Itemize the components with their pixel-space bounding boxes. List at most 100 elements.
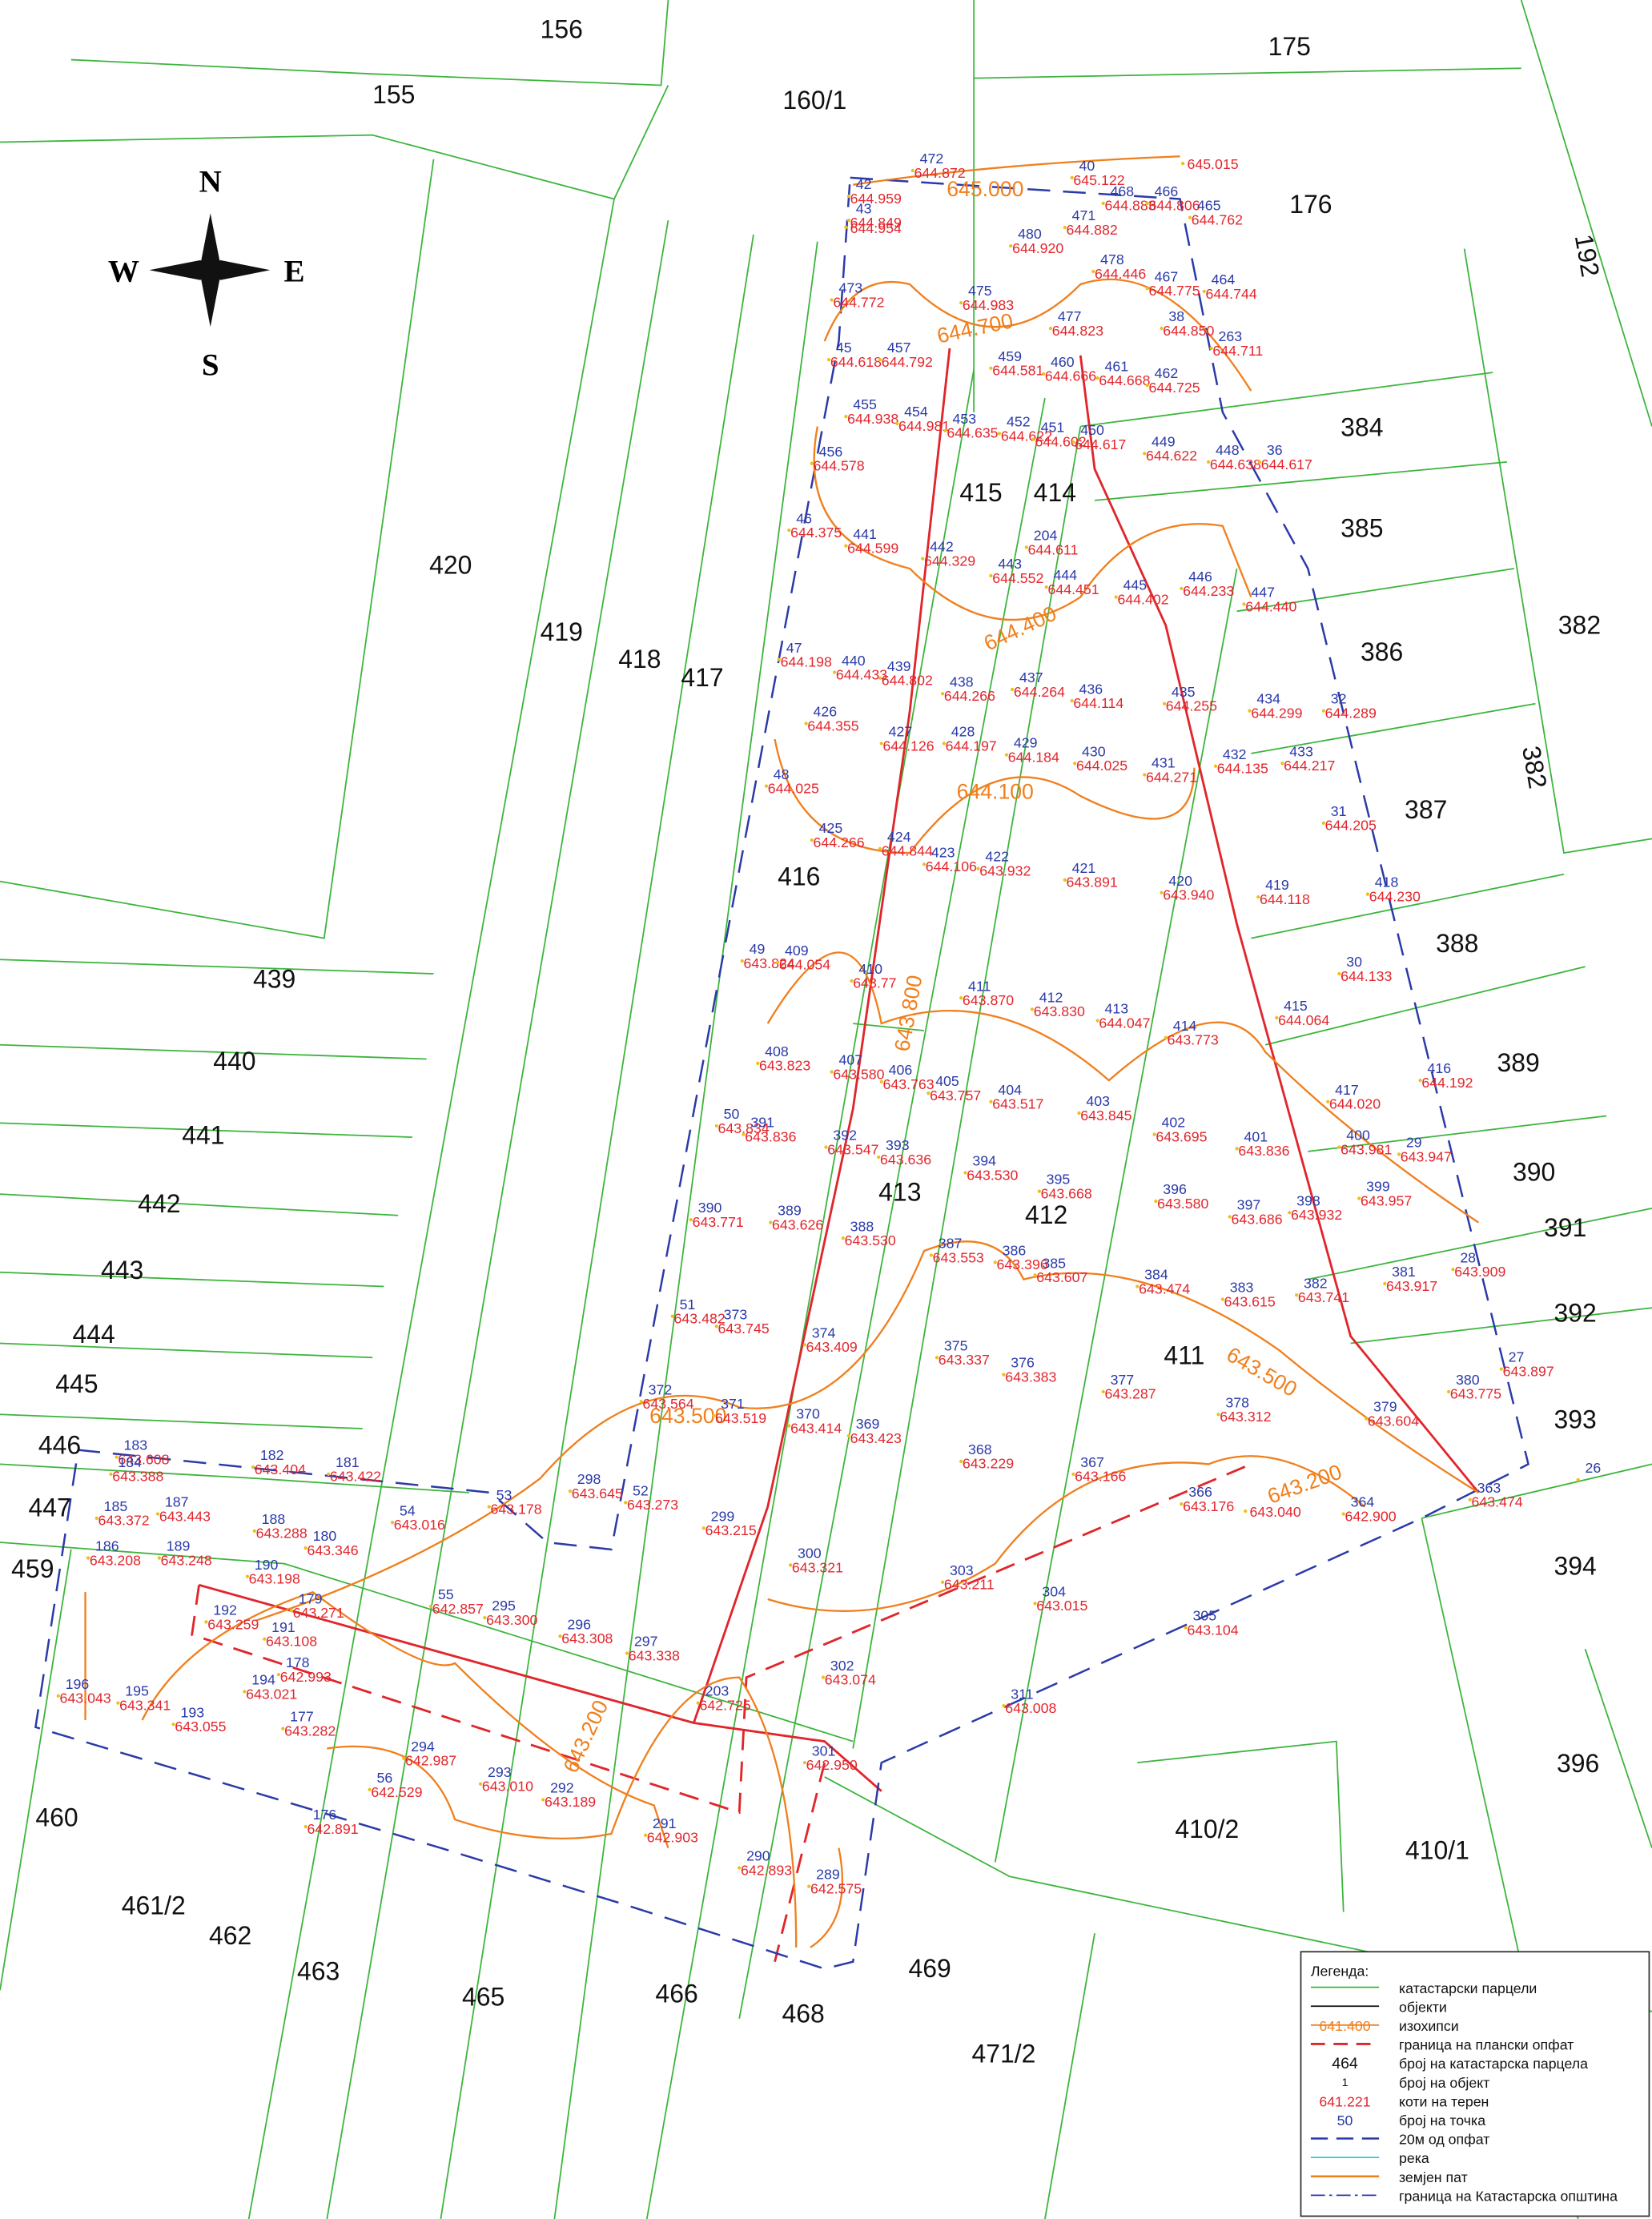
point-number: 379 [1373,1399,1397,1415]
parcel-number: 386 [1361,637,1403,666]
point-number: 430 [1082,743,1106,759]
point-number: 292 [550,1779,574,1795]
point-number: 423 [931,844,955,860]
point-number: 436 [1079,681,1103,697]
terrain-elevation: 644.126 [883,738,935,754]
terrain-elevation: 644.635 [947,425,998,441]
point-number: 450 [1080,422,1104,438]
parcel-number: 412 [1025,1200,1067,1229]
point-dot [1101,1389,1105,1393]
point-dot [1070,699,1074,703]
point-number: 303 [950,1562,974,1578]
point-dot [989,573,993,578]
terrain-elevation: 643.273 [627,1497,678,1513]
point-dot [1070,175,1074,180]
point-number: 297 [634,1634,658,1650]
terrain-elevation: 643.414 [790,1420,842,1436]
terrain-elevation: 643.771 [693,1214,744,1230]
parcel-number: 389 [1497,1048,1539,1077]
point-number: 188 [262,1511,286,1527]
point-number: 182 [260,1447,284,1463]
terrain-elevation: 643.282 [284,1723,336,1739]
terrain-elevation: 643.580 [1157,1196,1208,1212]
point-number: 406 [889,1062,913,1078]
terrain-elevation: 643.055 [175,1719,226,1735]
parcel-number: 396 [1557,1749,1599,1778]
legend-item: земјен пат [1399,2169,1468,2185]
point-dot [115,1455,119,1459]
point-number: 29 [1406,1135,1422,1151]
point-dot [1357,1196,1361,1200]
point-number: 418 [1375,874,1399,890]
point-number: 32 [1331,691,1347,707]
point-dot [1095,1019,1099,1023]
legend-item: изохипси [1399,2018,1459,2034]
point-dot [846,194,851,199]
point-dot [689,1217,693,1222]
parcel-number: 387 [1405,795,1447,824]
legend-item: граница на плански опфат [1399,2037,1574,2053]
point-number: 456 [819,444,843,460]
terrain-elevation: 643.626 [772,1217,823,1233]
point-dot [243,1690,247,1694]
point-dot [1235,1147,1239,1151]
point-number: 385 [1042,1255,1066,1271]
point-dot [1326,1099,1330,1103]
terrain-elevation: 643.580 [833,1066,884,1082]
point-number: 189 [167,1538,191,1554]
point-number: 204 [1034,528,1058,544]
legend-title: Легенда: [1311,1963,1369,1979]
point-dot [850,979,854,983]
point-dot [701,1526,705,1530]
isoline-label: 644.100 [957,780,1034,804]
point-number: 433 [1289,743,1313,759]
parcel-number: 393 [1554,1405,1596,1434]
point-dot [368,1787,372,1792]
parcel-number: 468 [782,2000,824,2028]
point-dot [895,421,899,426]
terrain-elevation: 643.409 [806,1339,858,1355]
compass-west: W [108,254,139,288]
point-number: 373 [724,1306,748,1322]
terrain-elevation: 643.443 [159,1508,211,1524]
terrain-elevation: 643.482 [674,1311,726,1327]
terrain-elevation: 644.355 [807,718,858,734]
terrain-elevation: 643.891 [1067,874,1118,890]
point-dot [1499,1367,1503,1371]
terrain-elevation: 644.025 [1076,758,1127,774]
point-dot [777,657,782,661]
terrain-elevation: 643.474 [1139,1280,1190,1296]
terrain-elevation: 643.757 [930,1087,981,1103]
point-dot [1164,1035,1168,1039]
point-dot [568,1489,573,1493]
parcel-number: 382 [1517,744,1553,791]
parcel-number: 469 [908,1954,951,1983]
terrain-elevation: 643.834 [718,1120,770,1136]
legend-sample: 641.221 [1319,2093,1370,2109]
parcel-number: 410/1 [1405,1835,1469,1864]
point-number: 425 [819,820,843,836]
terrain-elevation: 643.695 [1156,1128,1207,1144]
point-number: 459 [998,348,1022,364]
terrain-elevation: 643.248 [161,1552,212,1568]
terrain-elevation: 643.741 [1298,1289,1349,1305]
isolines [84,155,1480,1948]
point-number: 363 [1477,1480,1501,1496]
point-number: 48 [774,766,790,782]
point-dot [929,1253,934,1257]
point-number: 56 [376,1770,392,1786]
terrain-elevation: 643.015 [1036,1598,1087,1614]
point-number: 26 [1586,1460,1602,1476]
point-dot [810,461,814,465]
point-number: 427 [889,724,913,740]
point-dot [1321,821,1326,825]
terrain-elevation: 644.205 [1325,818,1377,834]
terrain-elevation: 643.615 [1224,1293,1276,1309]
terrain-elevation: 643.909 [1454,1264,1505,1280]
terrain-elevation: 644.255 [1166,698,1217,714]
terrain-elevation: 642.900 [1345,1508,1397,1524]
point-number: 183 [123,1437,147,1453]
point-dot [1365,892,1370,896]
point-number: 393 [886,1137,910,1153]
